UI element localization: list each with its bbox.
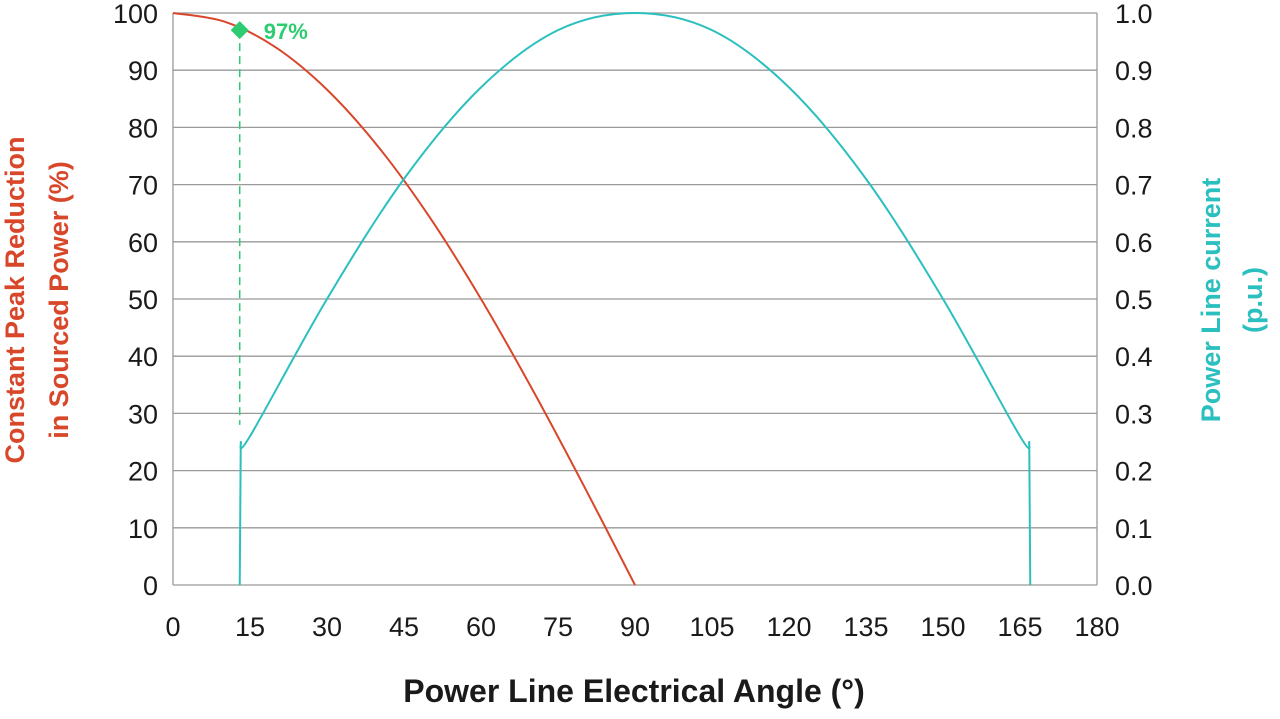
- x-tick-label: 180: [1074, 612, 1119, 642]
- y-right-tick-label: 0.9: [1115, 56, 1153, 86]
- y-left-tick-label: 70: [128, 171, 158, 201]
- y-right-tick-label: 0.4: [1115, 342, 1153, 372]
- y-right-tick-label: 0.7: [1115, 171, 1153, 201]
- y-left-tick-label: 60: [128, 228, 158, 258]
- y-axis-left-label-line1: Constant Peak Reduction: [0, 136, 30, 463]
- x-tick-label: 150: [920, 612, 965, 642]
- y-axis-right-label-line2: (p.u.): [1238, 267, 1268, 333]
- x-tick-label: 45: [389, 612, 419, 642]
- series-line-current: [238, 11, 1032, 586]
- y-left-tick-label: 10: [128, 514, 158, 544]
- y-left-tick-label: 80: [128, 113, 158, 143]
- x-tick-label: 30: [312, 612, 342, 642]
- x-tick-label: 0: [165, 612, 180, 642]
- y-right-tick-label: 1.0: [1115, 0, 1153, 29]
- annotation-label: 97%: [264, 19, 308, 44]
- y-right-tick-label: 0.1: [1115, 514, 1153, 544]
- x-tick-label: 15: [235, 612, 265, 642]
- y-left-tick-label: 40: [128, 342, 158, 372]
- annotation-marker: [230, 21, 249, 40]
- y-left-tick-label: 20: [128, 457, 158, 487]
- x-tick-labels: 0 15 30 45 60 75 90 105 120 135 150 165 180: [165, 612, 1119, 642]
- y-right-tick-label: 0.5: [1115, 285, 1153, 315]
- y-left-tick-label: 50: [128, 285, 158, 315]
- series-layer: [172, 11, 1032, 586]
- x-tick-label: 165: [997, 612, 1042, 642]
- series-line-peak-reduction: [172, 12, 636, 586]
- x-tick-label: 135: [843, 612, 888, 642]
- annotation-layer: 97%: [230, 19, 308, 425]
- y-left-tick-label: 0: [143, 571, 158, 601]
- grid-lines: [172, 12, 1098, 586]
- x-tick-label: 75: [543, 612, 573, 642]
- x-tick-label: 120: [766, 612, 811, 642]
- x-tick-label: 105: [689, 612, 734, 642]
- x-axis-label: Power Line Electrical Angle (°): [403, 673, 865, 709]
- y-left-tick-label: 100: [113, 0, 158, 29]
- y-right-tick-label: 0.0: [1115, 571, 1153, 601]
- y-right-tick-label: 0.3: [1115, 399, 1153, 429]
- y-right-tick-labels: 0.0 0.1 0.2 0.3 0.4 0.5 0.6 0.7 0.8 0.9 1.0: [1115, 0, 1153, 601]
- y-left-tick-labels: 0 10 20 30 40 50 60 70 80 90 100: [113, 0, 158, 601]
- x-tick-label: 90: [620, 612, 650, 642]
- y-right-tick-label: 0.8: [1115, 113, 1153, 143]
- x-tick-label: 60: [466, 612, 496, 642]
- y-axis-left-label-line2: in Sourced Power (%): [44, 161, 74, 439]
- y-right-tick-label: 0.2: [1115, 457, 1153, 487]
- y-left-tick-label: 30: [128, 399, 158, 429]
- y-axis-right-label-line1: Power Line current: [1196, 178, 1226, 423]
- y-left-tick-label: 90: [128, 56, 158, 86]
- y-right-tick-label: 0.6: [1115, 228, 1153, 258]
